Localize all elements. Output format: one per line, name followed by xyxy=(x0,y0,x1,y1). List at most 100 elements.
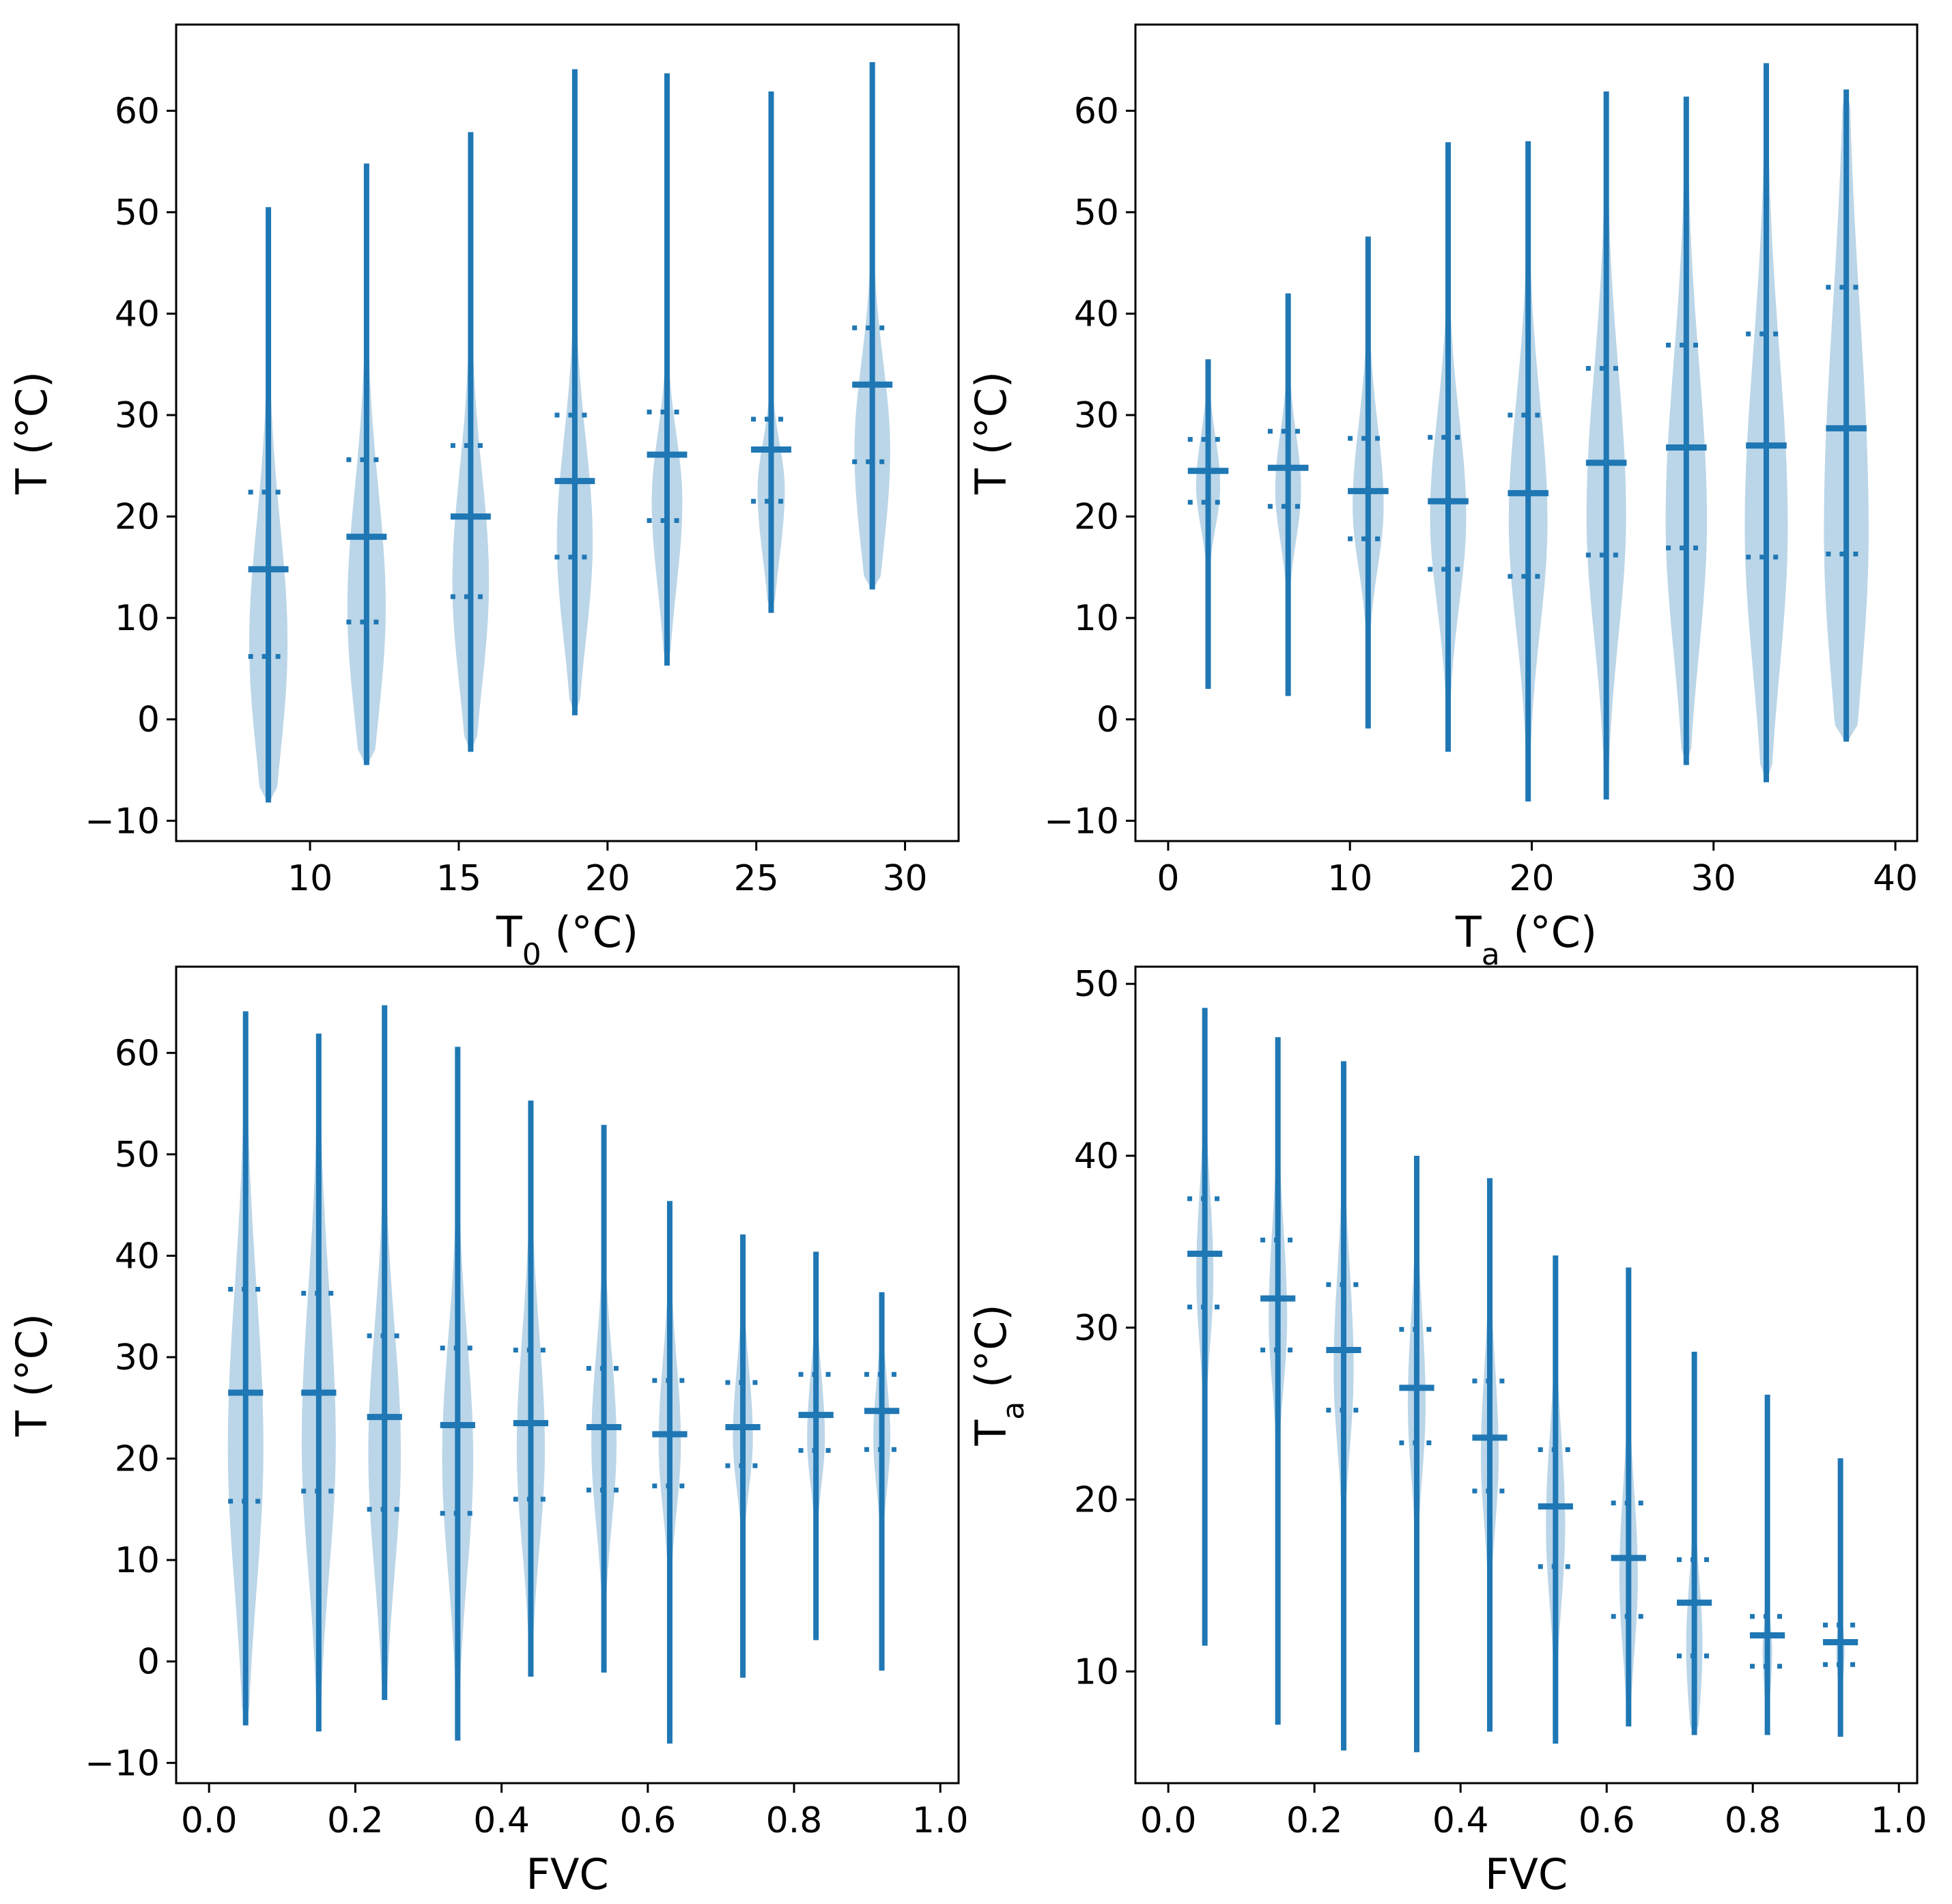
violin-8 xyxy=(1677,1352,1712,1735)
panel-a-frame xyxy=(175,23,960,842)
violin-3 xyxy=(1348,236,1389,729)
panel-b-plot-area xyxy=(1187,63,1869,802)
y-axis-label-unit: (°C) xyxy=(7,1313,57,1410)
x-tick-label: 0 xyxy=(1157,858,1179,899)
x-tick-label: 40 xyxy=(1873,858,1918,899)
x-tick-label: 0.0 xyxy=(181,1800,238,1841)
violin-5 xyxy=(513,1100,549,1677)
violin-4 xyxy=(1399,1155,1434,1752)
violin-6 xyxy=(751,91,791,613)
y-tick-label: 30 xyxy=(115,1337,160,1378)
violin-6 xyxy=(1538,1255,1573,1744)
violin-1 xyxy=(248,207,289,803)
y-axis-label: T (°C) xyxy=(7,371,57,495)
y-tick-label: 10 xyxy=(1074,1651,1119,1692)
x-tick-label: 25 xyxy=(734,858,779,899)
panel-b-frame xyxy=(1134,23,1919,842)
violin-7 xyxy=(852,61,893,590)
y-axis-label-main: T xyxy=(7,468,57,495)
y-axis-label-main: T xyxy=(7,1410,57,1437)
y-tick-label: 20 xyxy=(1074,1480,1119,1521)
y-tick-label: 20 xyxy=(1074,497,1119,538)
x-tick-label: 10 xyxy=(287,858,333,899)
x-tick-label: 30 xyxy=(882,858,927,899)
violin-3 xyxy=(1326,1061,1361,1751)
violin-1 xyxy=(1187,1008,1223,1646)
violin-3 xyxy=(367,1005,402,1701)
y-tick-label: −10 xyxy=(1044,801,1119,842)
y-tick-label: 30 xyxy=(115,395,160,436)
violin-8 xyxy=(725,1234,761,1678)
x-tick-label: 1.0 xyxy=(912,1800,969,1841)
x-tick-label: 0.2 xyxy=(1286,1800,1343,1841)
violin-7 xyxy=(1665,96,1708,765)
y-axis-label-main: T xyxy=(966,1419,1016,1447)
panel-d: 10 20 30 40 50 0.0 0.2 0.4 0.6 0.8 1.0 FVC Ta (°C) xyxy=(966,964,1927,1899)
x-tick-label: 0.8 xyxy=(1725,1800,1781,1841)
y-tick-label: 40 xyxy=(115,294,160,335)
y-axis-label: T (°C) xyxy=(7,1313,57,1437)
violin-2 xyxy=(301,1034,337,1732)
violin-4 xyxy=(1428,142,1469,752)
x-tick-label: 0.8 xyxy=(766,1800,823,1841)
violin-2 xyxy=(1267,293,1309,696)
x-axis-label-main: FVC xyxy=(526,1849,608,1899)
y-axis-label-subscript: a xyxy=(996,1402,1031,1420)
y-axis-label: T (°C) xyxy=(966,371,1016,495)
y-tick-label: −10 xyxy=(85,801,160,842)
violin-1 xyxy=(227,1011,264,1726)
violin-6 xyxy=(586,1124,622,1673)
x-axis-label-main: T xyxy=(1455,907,1482,957)
violin-9 xyxy=(798,1251,834,1640)
x-axis-label-unit: (°C) xyxy=(541,907,638,957)
y-tick-label: 0 xyxy=(137,700,160,741)
panel-d-frame xyxy=(1134,965,1919,1785)
x-tick-label: 0.2 xyxy=(327,1800,384,1841)
x-axis-label-main: FVC xyxy=(1485,1849,1568,1899)
violin-5 xyxy=(1472,1178,1508,1732)
x-tick-label: 1.0 xyxy=(1871,1800,1927,1841)
y-tick-label: 0 xyxy=(1097,700,1119,741)
y-axis-label: Ta (°C) xyxy=(966,1304,1031,1446)
x-tick-label: 0.4 xyxy=(473,1800,530,1841)
x-tick-label: 15 xyxy=(436,858,481,899)
y-axis-label-unit: (°C) xyxy=(7,371,57,468)
panel-c: −10 0 10 20 30 40 50 60 0.0 0.2 0.4 0.6 0.8 1.0 FVC T (… xyxy=(7,965,969,1899)
y-tick-label: 30 xyxy=(1074,395,1119,436)
violin-9 xyxy=(1750,1394,1785,1735)
y-tick-label: 50 xyxy=(115,193,160,233)
x-axis-label-unit: (°C) xyxy=(1500,907,1597,957)
y-tick-label: 40 xyxy=(1074,1136,1119,1177)
x-axis-label: FVC xyxy=(1485,1849,1568,1899)
y-tick-label: 50 xyxy=(1074,964,1119,1005)
x-axis-label-main: T xyxy=(496,907,523,957)
violin-1 xyxy=(1187,359,1229,690)
y-tick-label: 20 xyxy=(115,497,160,538)
y-tick-label: 60 xyxy=(115,1033,160,1074)
x-tick-label: 20 xyxy=(1509,858,1554,899)
x-tick-label: 0.4 xyxy=(1432,1800,1489,1841)
x-tick-label: 0.0 xyxy=(1140,1800,1197,1841)
panel-d-plot-area xyxy=(1187,1008,1858,1752)
x-tick-label: 10 xyxy=(1327,858,1372,899)
violin-2 xyxy=(1260,1037,1296,1725)
y-axis-label-unit: (°C) xyxy=(966,1304,1016,1401)
violin-5 xyxy=(1508,141,1548,802)
violin-10 xyxy=(864,1292,900,1671)
panel-a-plot-area xyxy=(248,61,893,803)
y-tick-label: 50 xyxy=(1074,193,1119,233)
violin-9 xyxy=(1824,89,1869,742)
y-tick-label: 10 xyxy=(115,598,160,639)
x-axis-label: T0 (°C) xyxy=(496,907,638,972)
y-tick-label: 40 xyxy=(1074,294,1119,335)
y-tick-label: −10 xyxy=(85,1743,160,1784)
y-tick-label: 10 xyxy=(115,1540,160,1581)
x-axis-label: FVC xyxy=(526,1849,608,1899)
violin-3 xyxy=(450,132,491,752)
y-axis-label-unit: (°C) xyxy=(966,371,1016,468)
violin-7 xyxy=(652,1201,688,1744)
x-tick-label: 0.6 xyxy=(1579,1800,1635,1841)
